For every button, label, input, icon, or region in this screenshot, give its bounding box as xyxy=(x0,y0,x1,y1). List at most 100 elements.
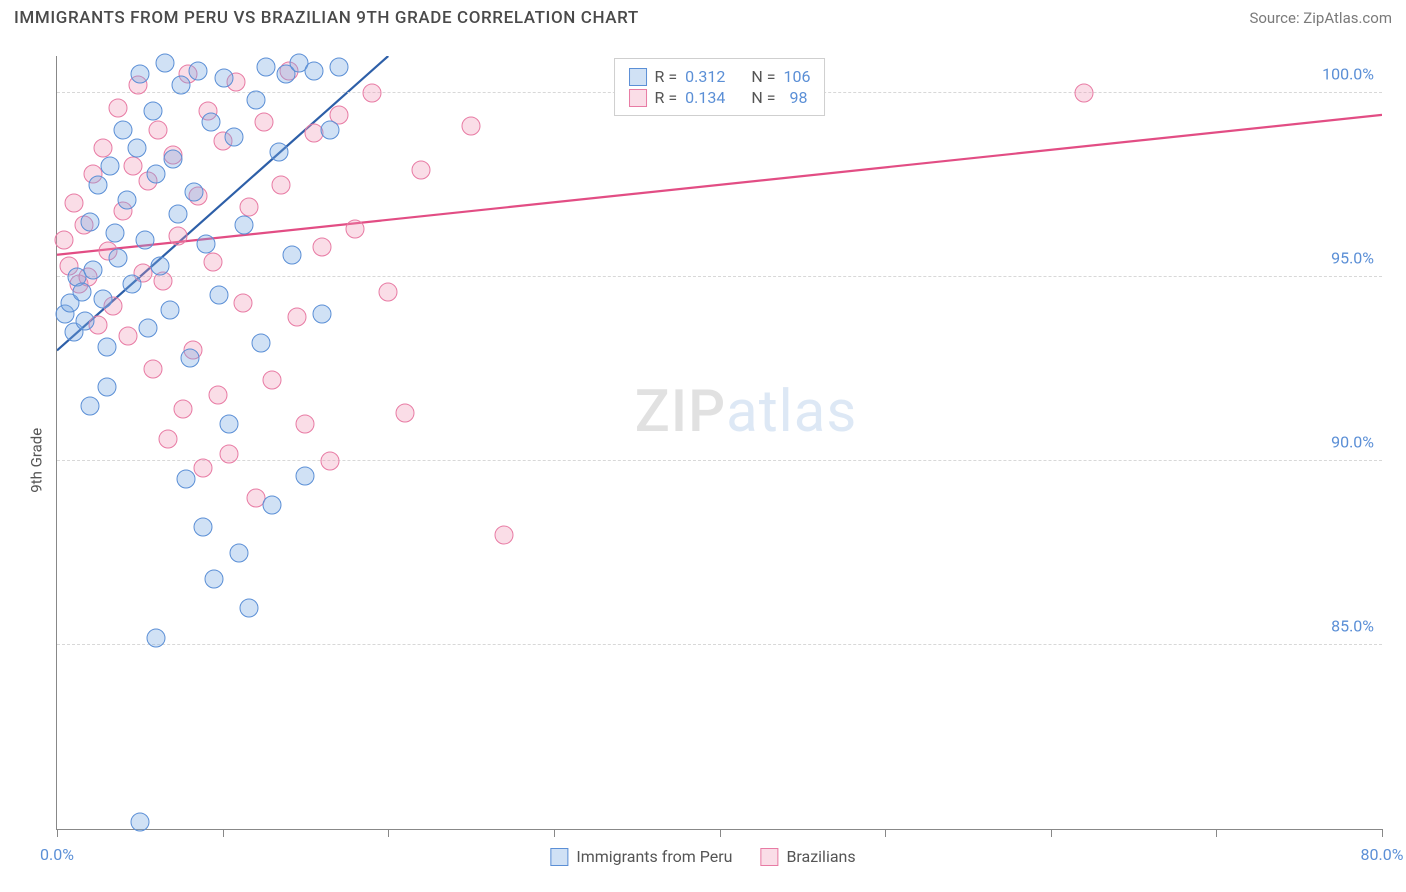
data-point xyxy=(202,113,221,132)
data-point xyxy=(81,212,100,231)
data-point xyxy=(283,245,302,264)
chart-container: 9th Grade ZIPatlas R = 0.312 N = 106 R =… xyxy=(14,44,1392,878)
data-point xyxy=(130,65,149,84)
trend-line-pink xyxy=(57,115,1382,255)
data-point xyxy=(296,415,315,434)
x-tick-label: 0.0% xyxy=(40,845,74,864)
legend-swatch-blue-icon xyxy=(629,68,647,86)
legend-stats-row-1: R = 0.312 N = 106 xyxy=(629,67,811,86)
data-point xyxy=(296,466,315,485)
data-point xyxy=(114,120,133,139)
legend-stats: R = 0.312 N = 106 R = 0.134 N = 98 xyxy=(614,58,826,116)
data-point xyxy=(173,400,192,419)
trend-lines xyxy=(57,56,1382,829)
data-point xyxy=(76,312,95,331)
y-tick-label: 100.0% xyxy=(1322,64,1374,83)
data-point xyxy=(158,429,177,448)
data-point xyxy=(149,120,168,139)
y-tick-label: 85.0% xyxy=(1331,616,1374,635)
r-label-2: R = xyxy=(655,88,678,107)
data-point xyxy=(225,127,244,146)
data-point xyxy=(97,378,116,397)
legend-item-brazil: Brazilians xyxy=(760,847,855,866)
data-point xyxy=(329,58,348,77)
data-point xyxy=(168,205,187,224)
plot-area: ZIPatlas R = 0.312 N = 106 R = 0.134 N =… xyxy=(56,56,1382,830)
data-point xyxy=(208,385,227,404)
data-point xyxy=(64,194,83,213)
data-point xyxy=(313,304,332,323)
data-point xyxy=(72,282,91,301)
r-label-1: R = xyxy=(655,67,678,86)
chart-header: IMMIGRANTS FROM PERU VS BRAZILIAN 9TH GR… xyxy=(0,0,1406,34)
data-point xyxy=(462,116,481,135)
data-point xyxy=(240,197,259,216)
data-point xyxy=(321,120,340,139)
data-point xyxy=(230,543,249,562)
x-tick xyxy=(57,829,58,837)
data-point xyxy=(188,61,207,80)
data-point xyxy=(193,518,212,537)
legend-stats-row-2: R = 0.134 N = 98 xyxy=(629,88,811,107)
data-point xyxy=(215,69,234,88)
data-point xyxy=(269,142,288,161)
data-point xyxy=(233,293,252,312)
data-point xyxy=(203,253,222,272)
data-point xyxy=(193,459,212,478)
n-value-1: 106 xyxy=(783,67,810,86)
data-point xyxy=(144,102,163,121)
gridline xyxy=(57,276,1382,277)
data-point xyxy=(210,286,229,305)
data-point xyxy=(177,470,196,489)
data-point xyxy=(160,301,179,320)
legend-swatch-pink-icon xyxy=(629,89,647,107)
data-point xyxy=(130,812,149,831)
x-tick-label: 80.0% xyxy=(1361,845,1404,864)
x-tick xyxy=(1382,829,1383,837)
legend-item-peru: Immigrants from Peru xyxy=(550,847,732,866)
data-point xyxy=(139,319,158,338)
data-point xyxy=(147,628,166,647)
y-tick-label: 90.0% xyxy=(1331,432,1374,451)
data-point xyxy=(97,337,116,356)
chart-title: IMMIGRANTS FROM PERU VS BRAZILIAN 9TH GR… xyxy=(14,8,639,28)
data-point xyxy=(304,61,323,80)
data-point xyxy=(246,91,265,110)
data-point xyxy=(124,157,143,176)
x-tick xyxy=(388,829,389,837)
n-value-2: 98 xyxy=(789,88,807,107)
data-point xyxy=(109,249,128,268)
data-point xyxy=(109,98,128,117)
data-point xyxy=(1074,83,1093,102)
data-point xyxy=(379,282,398,301)
data-point xyxy=(105,223,124,242)
x-tick xyxy=(1216,829,1217,837)
data-point xyxy=(135,231,154,250)
legend-series: Immigrants from Peru Brazilians xyxy=(550,847,855,866)
data-point xyxy=(235,216,254,235)
data-point xyxy=(255,113,274,132)
data-point xyxy=(163,150,182,169)
data-point xyxy=(263,370,282,389)
data-point xyxy=(122,275,141,294)
data-point xyxy=(94,289,113,308)
chart-source: Source: ZipAtlas.com xyxy=(1249,9,1392,27)
data-point xyxy=(362,83,381,102)
data-point xyxy=(101,157,120,176)
data-point xyxy=(81,396,100,415)
data-point xyxy=(155,54,174,73)
x-tick xyxy=(554,829,555,837)
x-tick xyxy=(885,829,886,837)
y-tick-label: 95.0% xyxy=(1331,248,1374,267)
legend-swatch-peru-icon xyxy=(550,848,568,866)
y-axis-label: 9th Grade xyxy=(27,428,45,493)
data-point xyxy=(205,569,224,588)
n-label-2: N = xyxy=(751,88,775,107)
data-point xyxy=(168,227,187,246)
data-point xyxy=(127,139,146,158)
watermark-part2: atlas xyxy=(726,378,857,446)
r-value-1: 0.312 xyxy=(685,67,725,86)
x-tick xyxy=(223,829,224,837)
gridline xyxy=(57,460,1382,461)
data-point xyxy=(172,76,191,95)
